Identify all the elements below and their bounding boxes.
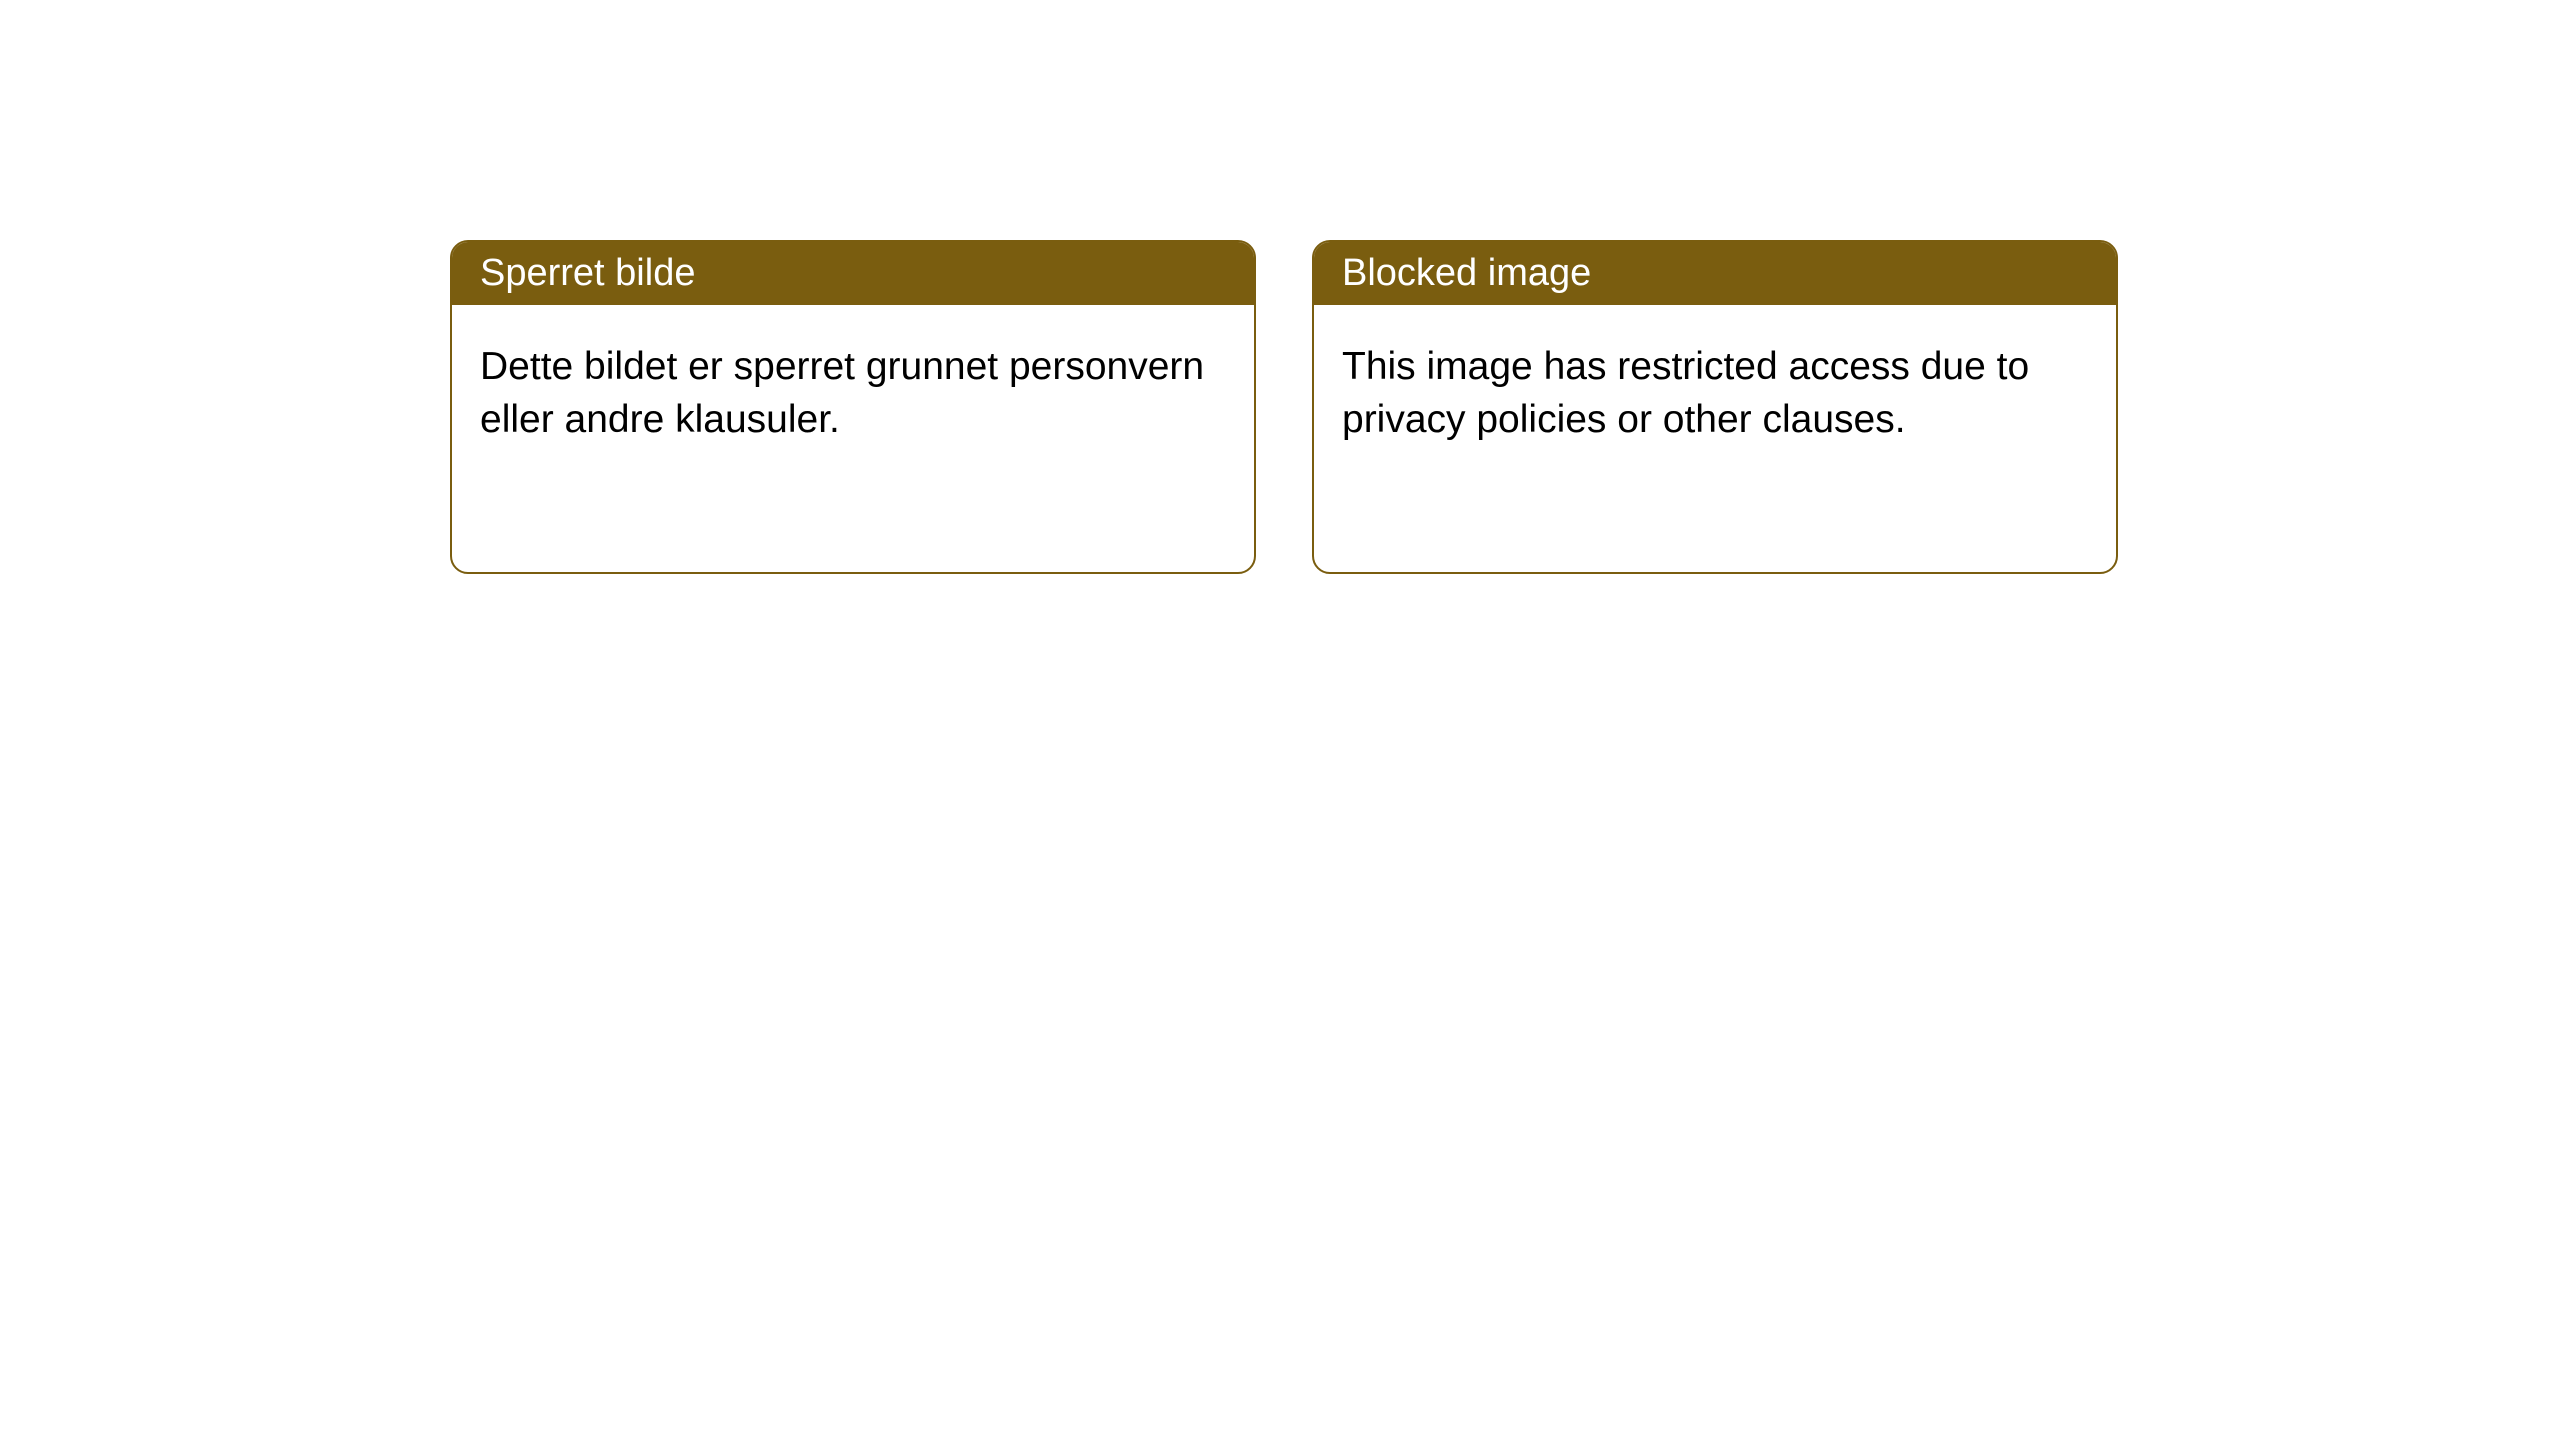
notice-container: Sperret bilde Dette bildet er sperret gr… (0, 0, 2560, 574)
notice-card-norwegian: Sperret bilde Dette bildet er sperret gr… (450, 240, 1256, 574)
notice-body: This image has restricted access due to … (1314, 305, 2116, 482)
notice-header: Sperret bilde (452, 242, 1254, 305)
notice-card-english: Blocked image This image has restricted … (1312, 240, 2118, 574)
notice-header: Blocked image (1314, 242, 2116, 305)
notice-body: Dette bildet er sperret grunnet personve… (452, 305, 1254, 482)
